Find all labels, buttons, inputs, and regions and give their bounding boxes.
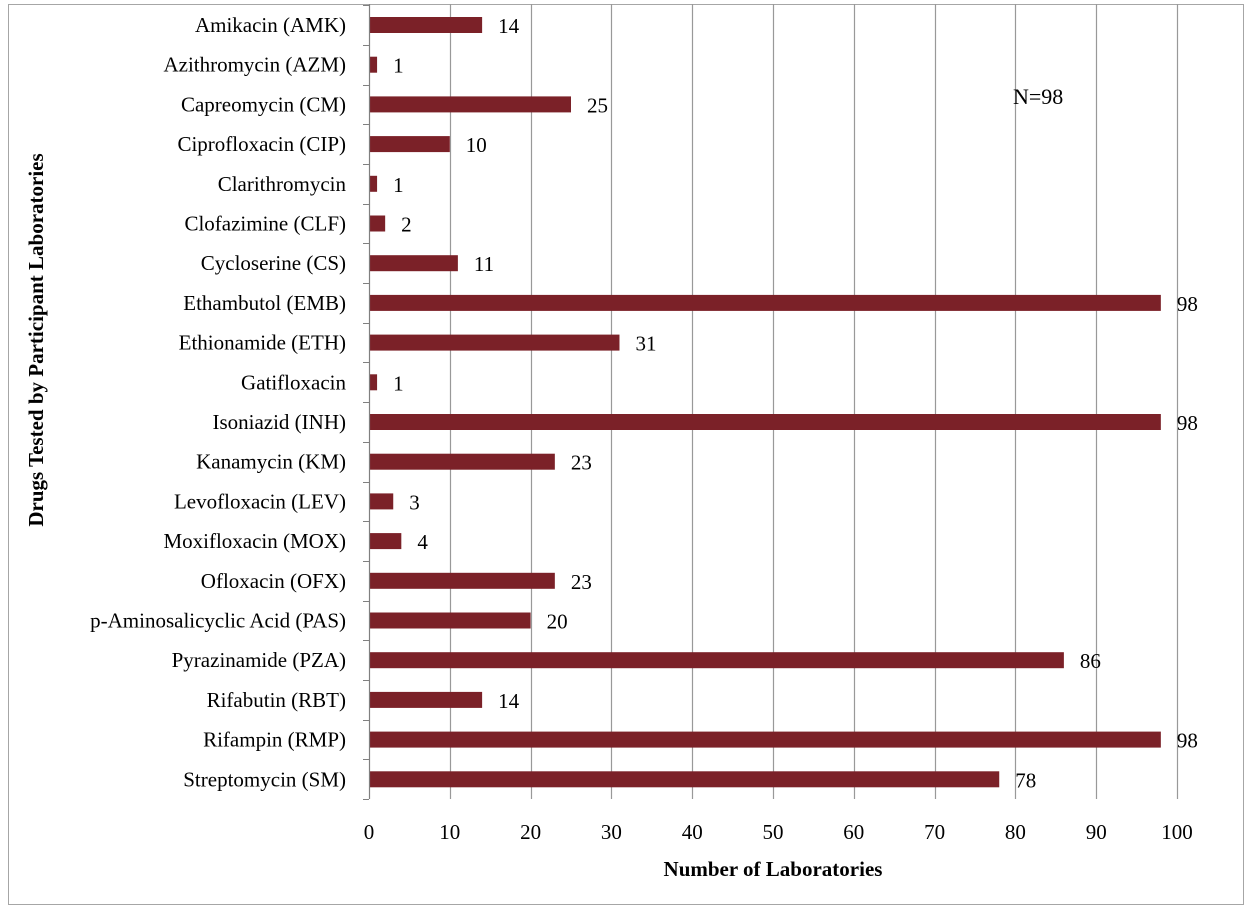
category-label: Streptomycin (SM): [183, 767, 346, 791]
x-tick-label: 80: [1005, 820, 1026, 844]
data-label: 10: [466, 133, 487, 157]
data-label: 11: [474, 252, 494, 276]
data-label: 2: [401, 213, 412, 237]
x-tick-label: 30: [601, 820, 622, 844]
data-label: 78: [1015, 768, 1036, 792]
data-label: 20: [547, 610, 568, 634]
category-label: Isoniazid (INH): [212, 410, 346, 434]
bar: [369, 136, 450, 153]
category-label: Kanamycin (KM): [196, 450, 346, 474]
axes: [363, 4, 371, 800]
y-axis-title: Drugs Tested by Participant Laboratories: [24, 153, 48, 526]
data-label: 86: [1080, 649, 1101, 673]
bar: [369, 374, 378, 391]
x-tick-label: 0: [364, 820, 375, 844]
bar: [369, 96, 571, 113]
x-tick-label: 90: [1086, 820, 1107, 844]
bar: [369, 294, 1161, 311]
chart-border: [8, 4, 1244, 905]
x-tick-label: 50: [763, 820, 784, 844]
bar: [369, 56, 378, 73]
category-label: p-Aminosalicyclic Acid (PAS): [90, 609, 346, 633]
data-label: 14: [498, 689, 520, 713]
data-label: 23: [571, 451, 592, 475]
category-label: Rifabutin (RBT): [207, 688, 346, 712]
data-label: 4: [417, 530, 428, 554]
bar: [369, 255, 458, 272]
data-label: 1: [393, 173, 404, 197]
category-label: Capreomycin (CM): [181, 92, 346, 116]
data-label: 98: [1177, 729, 1198, 753]
bar: [369, 17, 483, 33]
x-tick-label: 20: [520, 820, 541, 844]
data-label: 14: [498, 14, 520, 38]
bar: [369, 731, 1161, 748]
x-tick-label: 70: [924, 820, 945, 844]
category-label: Clofazimine (CLF): [184, 212, 346, 236]
bar: [369, 175, 378, 192]
category-label: Pyrazinamide (PZA): [172, 648, 346, 672]
bar: [369, 334, 620, 351]
bar: [369, 652, 1064, 669]
annotation-n: N=98: [1013, 84, 1063, 109]
category-label: Ciprofloxacin (CIP): [177, 132, 346, 156]
x-tick-label: 100: [1161, 820, 1193, 844]
bar: [369, 572, 555, 589]
category-label: Clarithromycin: [218, 172, 347, 196]
bar: [369, 215, 386, 232]
category-label: Gatifloxacin: [241, 370, 346, 394]
category-label: Ofloxacin (OFX): [201, 569, 346, 593]
category-label: Azithromycin (AZM): [163, 53, 346, 77]
x-tick-label: 10: [439, 820, 460, 844]
bars: [369, 17, 1161, 788]
x-tick-label: 60: [843, 820, 864, 844]
category-label: Ethambutol (EMB): [183, 291, 346, 315]
bar: [369, 414, 1161, 430]
category-label: Cycloserine (CS): [201, 251, 346, 275]
data-label: 3: [409, 490, 420, 514]
category-label: Amikacin (AMK): [195, 13, 346, 37]
data-label: 98: [1177, 292, 1198, 316]
bar: [369, 493, 394, 510]
data-label: 23: [571, 570, 592, 594]
data-label: 1: [393, 371, 404, 395]
data-label: 25: [587, 93, 608, 117]
category-label: Levofloxacin (LEV): [174, 489, 346, 513]
category-label: Moxifloxacin (MOX): [163, 529, 346, 553]
bar: [369, 771, 1000, 788]
bar: [369, 612, 531, 629]
x-axis-title: Number of Laboratories: [664, 857, 883, 881]
data-label: 98: [1177, 411, 1198, 435]
x-tick-label: 40: [682, 820, 703, 844]
bar: [369, 533, 402, 550]
category-label: Rifampin (RMP): [203, 728, 346, 752]
data-label: 1: [393, 54, 404, 78]
bar: [369, 691, 483, 708]
bar: [369, 453, 555, 470]
category-label: Ethionamide (ETH): [179, 331, 346, 355]
data-label: 31: [635, 332, 656, 356]
